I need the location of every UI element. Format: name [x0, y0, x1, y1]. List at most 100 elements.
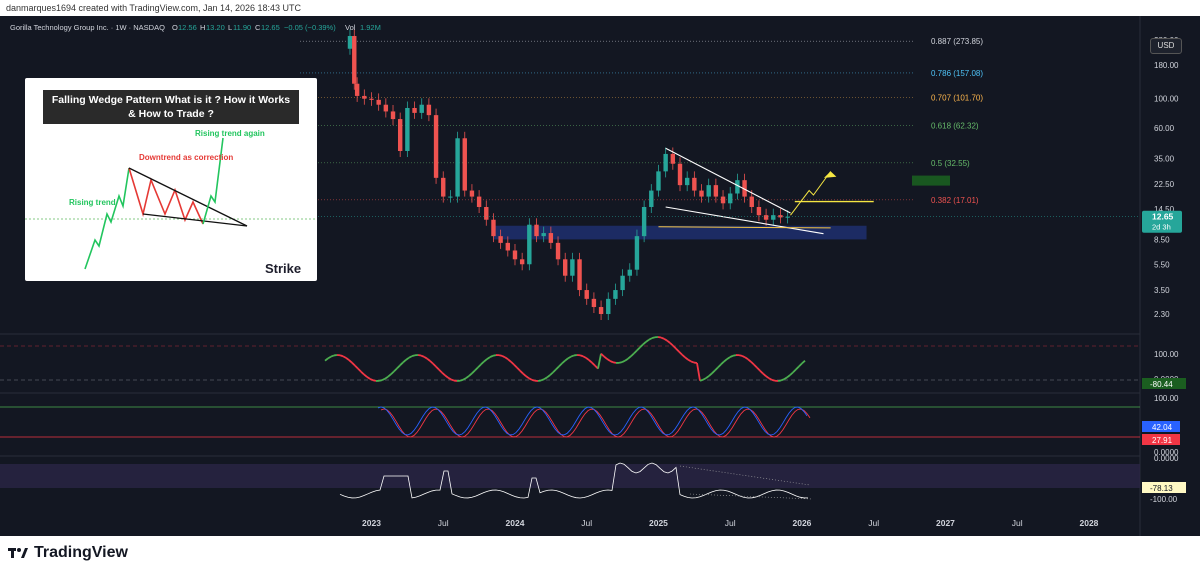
open-label: O: [172, 23, 178, 32]
change-value: −0.05 (−0.39%): [284, 23, 336, 32]
macd-segment: [345, 357, 350, 361]
macd-segment: [423, 355, 428, 360]
candle-body: [720, 196, 726, 204]
candle-body: [433, 115, 439, 178]
stoch-d-badge: [1142, 434, 1180, 445]
macd-segment: [459, 378, 464, 382]
macd-segment: [660, 336, 665, 340]
wr-line: [339, 462, 809, 499]
macd-segment: [555, 365, 560, 371]
macd-segment: [687, 358, 692, 363]
candle-body: [369, 98, 374, 100]
candle-body: [548, 233, 554, 243]
stoch-axis-label: 0.0000: [1154, 448, 1179, 457]
low-label: L: [228, 23, 232, 32]
macd-segment: [516, 367, 521, 372]
macd-segment: [630, 352, 635, 357]
price-candles[interactable]: [347, 29, 790, 321]
macd-segment: [642, 341, 647, 346]
candle-body: [397, 119, 403, 152]
macd-segment: [378, 379, 383, 382]
close-label: C: [255, 23, 261, 32]
inset-label-downtrend: Downtrend as correction: [139, 153, 233, 162]
macd-segment: [567, 355, 572, 360]
macd-segment: [552, 368, 557, 374]
macd-segment: [558, 362, 563, 367]
open-value: 12.56: [178, 23, 197, 32]
inset-diagram: Rising trend Downtrend as correction Ris…: [25, 129, 317, 270]
macd-segment: [624, 357, 629, 362]
demand-zone: [493, 175, 950, 240]
macd-segment: [678, 351, 683, 356]
macd-segment: [399, 361, 404, 366]
wr-trend-upper: [679, 465, 811, 486]
candle-body: [448, 196, 453, 198]
macd-segment: [366, 376, 371, 380]
macd-segment: [510, 361, 515, 366]
target-zone-rect: [912, 175, 950, 186]
macd-segment: [489, 354, 494, 358]
stoch-k-line: [377, 406, 808, 436]
macd-segment: [591, 362, 596, 367]
fib-label: 0.5 (32.55): [931, 159, 970, 168]
symbol-title: Gorilla Technology Group Inc. · 1W · NAS…: [10, 23, 165, 32]
macd-segment: [474, 366, 479, 372]
macd-segment: [603, 355, 608, 360]
macd-segment: [612, 361, 617, 364]
candle-body: [598, 307, 604, 315]
candle-body: [699, 190, 704, 197]
candle-body: [692, 177, 697, 191]
candle-body: [455, 138, 460, 197]
candle-body: [505, 242, 511, 251]
macd-segment: [786, 374, 791, 379]
price-axis-label: 100.00: [1154, 95, 1179, 104]
macd-segment: [645, 338, 650, 343]
macd-segment: [543, 376, 548, 381]
macd-segment: [369, 378, 374, 382]
macd-segment: [756, 367, 761, 372]
currency-button[interactable]: USD: [1150, 38, 1182, 54]
candle-body: [577, 259, 582, 291]
macd-segment: [417, 354, 422, 357]
macd-axis-label: 100.00: [1154, 350, 1179, 359]
macd-segment: [672, 344, 677, 350]
macd-segment: [720, 360, 725, 365]
macd-segment: [477, 363, 482, 368]
stoch-k-badge: [1142, 421, 1180, 432]
time-axis-label: 2024: [506, 518, 525, 528]
macd-segment: [330, 354, 335, 358]
footer-brand[interactable]: TradingView: [8, 540, 128, 566]
candle-body: [512, 250, 518, 260]
price-axis[interactable]: 280.00180.00100.0060.0035.0022.5014.508.…: [300, 36, 1182, 319]
chart-svg[interactable]: 0.887 (273.85) 0.786 (157.08) 0.707 (101.7…: [0, 16, 1200, 536]
time-axis-label: Jul: [581, 518, 592, 528]
wedge-lower-line: [665, 206, 824, 235]
macd-segment: [525, 375, 530, 380]
macd-segment: [780, 378, 785, 382]
candle-body: [756, 206, 762, 216]
macd-segment: [702, 377, 707, 381]
macd-segment: [684, 356, 689, 361]
macd-segment: [381, 377, 386, 381]
volume-value: 1.92M: [360, 23, 381, 32]
time-axis[interactable]: 2023 Jul 2024 Jul 2025 Jul 2026 Jul 2027 Jul 2028: [362, 518, 1099, 528]
brand-name: TradingView: [34, 544, 128, 561]
high-label: H: [200, 23, 205, 32]
price-axis-label: 2.30: [1154, 310, 1170, 319]
macd-segment: [636, 346, 641, 351]
fib-label: 0.887 (273.85): [931, 37, 983, 46]
price-axis-label: 60.00: [1154, 124, 1175, 133]
candle-body: [785, 216, 790, 218]
close-value: 12.65: [261, 23, 280, 32]
macd-segment: [531, 379, 536, 382]
low-value: 11.90: [233, 23, 251, 32]
macd-segment: [765, 375, 770, 380]
macd-segment: [384, 375, 389, 380]
candle-body: [749, 196, 754, 207]
macd-segment: [351, 362, 356, 367]
candle-body: [426, 104, 432, 116]
candle-body: [519, 259, 525, 265]
candle-body: [376, 99, 381, 105]
price-axis-label: 180.00: [1154, 61, 1179, 70]
